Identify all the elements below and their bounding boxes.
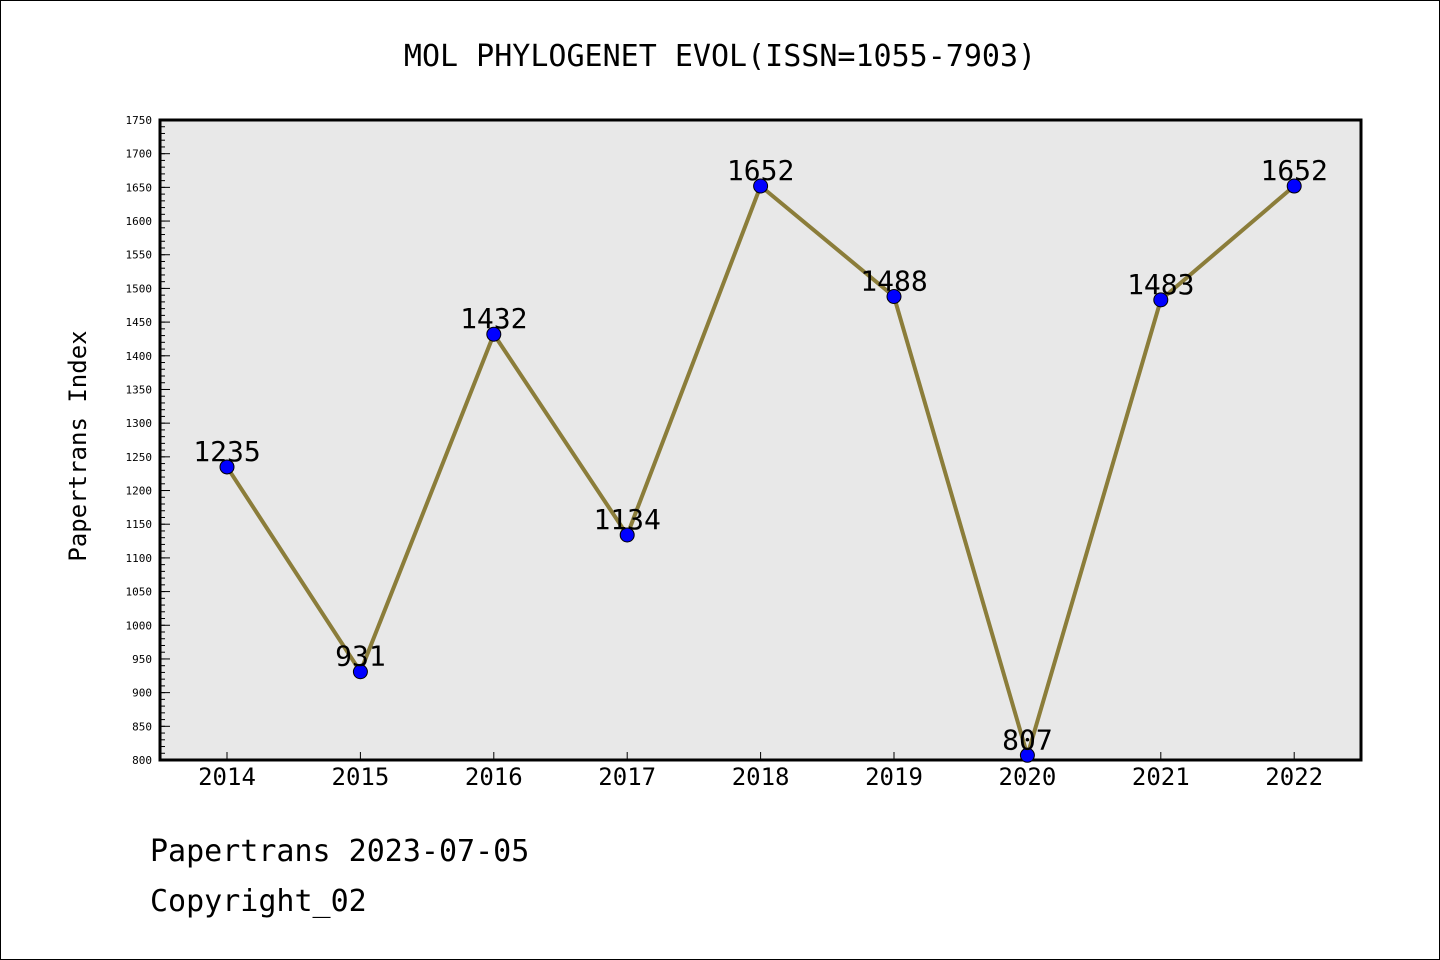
y-tick-label: 1000 (126, 619, 153, 632)
plot-area (158, 118, 1363, 762)
y-tick-label: 1550 (126, 249, 153, 262)
data-labels: 1235 931 1432 1134 1652 1488 807 1483 1652 (193, 154, 1328, 756)
data-point (619, 527, 635, 543)
y-tick-label: 1650 (126, 181, 153, 194)
y-tick-label: 1450 (126, 316, 153, 329)
y-tick-label: 1750 (126, 114, 153, 127)
data-label: 1483 (1127, 268, 1194, 301)
data-label: 1488 (860, 265, 927, 298)
x-tick-label: 2020 (999, 763, 1057, 791)
data-label: 1652 (1260, 154, 1327, 187)
chart-title: MOL PHYLOGENET EVOL(ISSN=1055-7903) (404, 39, 1036, 74)
data-point (1019, 747, 1035, 763)
series-group (219, 178, 1302, 763)
data-label: 931 (335, 640, 386, 673)
x-tick-label: 2016 (465, 763, 523, 791)
data-point (219, 459, 235, 475)
y-tick-label: 1600 (126, 215, 153, 228)
data-label: 1134 (593, 503, 660, 536)
x-tick-label: 2015 (332, 763, 390, 791)
y-tick-label: 1700 (126, 148, 153, 161)
y-tick-label: 950 (132, 653, 152, 666)
y-tick-label: 1200 (126, 485, 153, 498)
y-tick-label: 1400 (126, 350, 153, 363)
data-point (753, 178, 769, 194)
x-tick-label: 2018 (732, 763, 790, 791)
y-tick-label: 1150 (126, 518, 153, 531)
footer-copyright-text: Copyright_02 (150, 884, 367, 919)
x-tick-label: 2021 (1132, 763, 1190, 791)
data-label: 1652 (727, 154, 794, 187)
data-point (486, 326, 502, 342)
y-tick-label: 1350 (126, 383, 153, 396)
y-tick-label: 1100 (126, 552, 153, 565)
data-point (1286, 178, 1302, 194)
data-label: 1235 (193, 435, 260, 468)
footer-date-text: Papertrans 2023-07-05 (150, 834, 530, 869)
y-tick-label: 800 (132, 754, 152, 767)
data-point (352, 664, 368, 680)
y-axis: 800 850 900 950 1000 1050 1100 1150 1200 1250 1300… (126, 114, 170, 767)
y-tick-label: 1250 (126, 451, 153, 464)
y-tick-label: 850 (132, 720, 152, 733)
y-axis-label: Papertrans Index (64, 330, 92, 561)
y-tick-label: 1500 (126, 282, 153, 295)
data-label: 807 (1002, 723, 1053, 756)
x-tick-label: 2022 (1265, 763, 1323, 791)
y-tick-label: 1050 (126, 586, 153, 599)
y-tick-label: 1300 (126, 417, 153, 430)
x-tick-label: 2017 (598, 763, 656, 791)
x-axis: 2014 2015 2016 2017 2018 2019 2020 2021 2022 (198, 752, 1323, 791)
x-tick-label: 2019 (865, 763, 923, 791)
y-tick-label: 900 (132, 687, 152, 700)
data-point (1153, 292, 1169, 308)
x-tick-label: 2014 (198, 763, 256, 791)
data-point (886, 289, 902, 305)
data-label: 1432 (460, 302, 527, 335)
